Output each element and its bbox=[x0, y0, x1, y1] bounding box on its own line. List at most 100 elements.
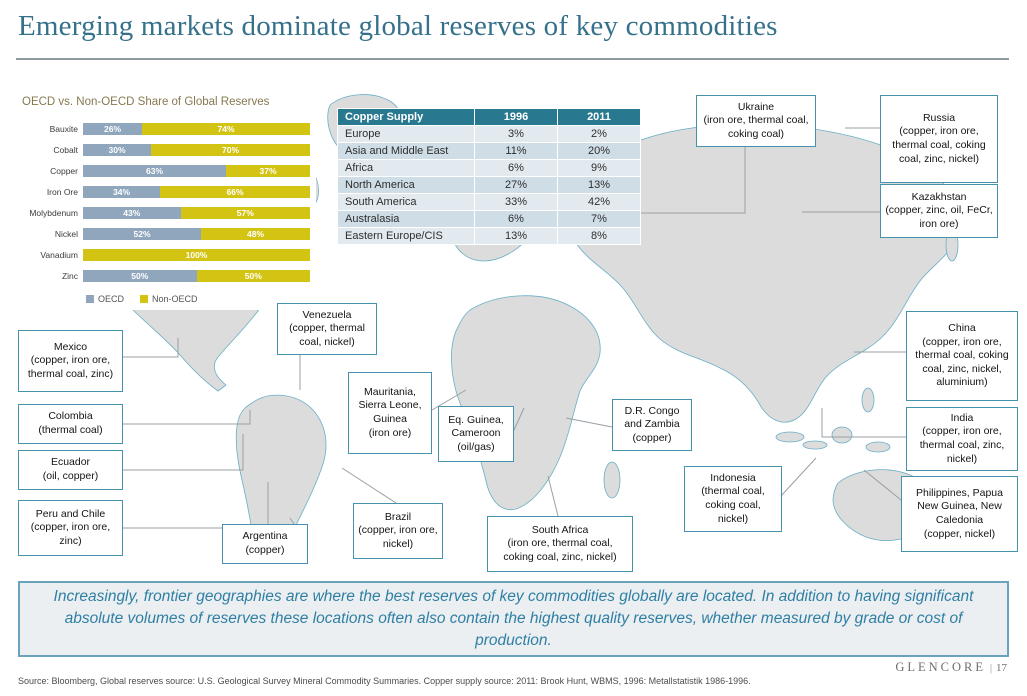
bar-row: Bauxite 26% 74% bbox=[20, 118, 310, 139]
callout-commodities: (copper, nickel) bbox=[923, 527, 996, 540]
bar-segment-non-oecd: 66% bbox=[160, 185, 310, 198]
table-row: Eastern Europe/CIS 13% 8% bbox=[337, 227, 641, 245]
table-row: Africa 6% 9% bbox=[337, 159, 641, 177]
bar-category-label: Zinc bbox=[61, 270, 78, 281]
island-new-guinea bbox=[865, 441, 891, 453]
callout-country-name: Brazil bbox=[384, 510, 412, 523]
island-borneo bbox=[831, 426, 853, 444]
bar-segment-oecd: 50% bbox=[83, 269, 197, 282]
bar-segment-non-oecd: 100% bbox=[83, 248, 310, 261]
legend-item: Non-OECD bbox=[140, 294, 198, 304]
callout-india: India (copper, iron ore, thermal coal, zi… bbox=[906, 407, 1018, 471]
table-value-cell: 6% bbox=[474, 210, 558, 228]
legend-swatch bbox=[86, 295, 94, 303]
callout-country-name: Argentina bbox=[242, 530, 288, 543]
callout-country-name: Colombia bbox=[48, 410, 93, 423]
table-region-cell: Europe bbox=[337, 125, 475, 143]
callout-philippines: Philippines, Papua New Guinea, New Caled… bbox=[901, 476, 1018, 552]
table-header-row: Copper Supply 1996 2011 bbox=[337, 108, 641, 126]
table-value-cell: 2% bbox=[557, 125, 641, 143]
bar-segment-oecd: 34% bbox=[83, 185, 161, 198]
callout-commodities: (copper, zinc, oil, FeCr, iron ore) bbox=[885, 204, 993, 230]
table-value-cell: 8% bbox=[557, 227, 641, 245]
callout-argentina: Argentina (copper) bbox=[222, 524, 308, 564]
island-philippines bbox=[861, 387, 875, 413]
bar-row: Molybdenum 43% 57% bbox=[20, 202, 310, 223]
bar-track: 63% 37% bbox=[83, 164, 310, 177]
callout-country-name: Eq. Guinea, Cameroon bbox=[448, 413, 504, 440]
page-title: Emerging markets dominate global reserve… bbox=[18, 10, 778, 42]
legend-label: Non-OECD bbox=[152, 294, 198, 304]
bar-segment-oecd: 63% bbox=[83, 164, 226, 177]
bar-segment-non-oecd: 48% bbox=[201, 227, 310, 240]
bar-row: Cobalt 30% 70% bbox=[20, 139, 310, 160]
callout-commodities: (copper, iron ore, thermal coal, coking … bbox=[892, 125, 986, 165]
callout-country-name: Kazakhstan bbox=[911, 190, 967, 203]
legend-swatch bbox=[140, 295, 149, 303]
bar-rows: Bauxite 26% 74% Cobalt 30% 70% Copper 63% 37% Iro… bbox=[20, 118, 310, 286]
callout-commodities: (iron ore, thermal coal, coking coal) bbox=[703, 114, 809, 140]
bar-category-label: Bauxite bbox=[49, 123, 78, 134]
reserves-bar-chart: OECD vs. Non-OECD Share of Global Reserv… bbox=[14, 90, 316, 310]
table-region-cell: Africa bbox=[337, 159, 475, 177]
callout-commodities: (copper, iron ore, zinc) bbox=[30, 521, 111, 547]
table-value-cell: 7% bbox=[557, 210, 641, 228]
callout-country-name: Mauritania, Sierra Leone, Guinea bbox=[358, 385, 422, 425]
table-region-cell: Australasia bbox=[337, 210, 475, 228]
callout-country-name: Ukraine bbox=[737, 100, 775, 113]
callout-peru-chile: Peru and Chile (copper, iron ore, zinc) bbox=[18, 500, 123, 556]
callout-country-name: Indonesia bbox=[710, 471, 756, 484]
bar-track: 50% 50% bbox=[83, 269, 310, 282]
table-value-cell: 42% bbox=[557, 193, 641, 211]
callout-mauritania: Mauritania, Sierra Leone, Guinea (iron or… bbox=[348, 372, 432, 454]
page-number: 17 bbox=[996, 662, 1007, 674]
callout-country-name: Russia bbox=[922, 111, 956, 124]
callout-commodities: (thermal coal) bbox=[38, 424, 103, 436]
summary-banner-text: Increasingly, frontier geographies are w… bbox=[53, 588, 974, 649]
bar-segment-non-oecd: 37% bbox=[226, 164, 310, 177]
brand-separator: | bbox=[989, 663, 992, 674]
callout-russia: Russia (copper, iron ore, thermal coal, c… bbox=[880, 95, 998, 183]
bar-track: 26% 74% bbox=[83, 122, 310, 135]
source-note: Source: Bloomberg, Global reserves sourc… bbox=[18, 676, 751, 686]
table-value-cell: 13% bbox=[557, 176, 641, 194]
continent-africa bbox=[451, 295, 601, 511]
callout-ukraine: Ukraine (iron ore, thermal coal, coking c… bbox=[696, 95, 816, 147]
bar-segment-oecd: 30% bbox=[83, 143, 152, 156]
callout-country-name: Venezuela bbox=[302, 308, 352, 321]
callout-country-name: China bbox=[948, 321, 976, 334]
table-row: North America 27% 13% bbox=[337, 176, 641, 194]
table-value-cell: 11% bbox=[474, 142, 558, 160]
callout-south-africa: South Africa (iron ore, thermal coal, cok… bbox=[487, 516, 633, 572]
callout-colombia: Colombia (thermal coal) bbox=[18, 404, 123, 444]
table-value-cell: 3% bbox=[474, 125, 558, 143]
bar-row: Vanadium 100% bbox=[20, 244, 310, 265]
bar-segment-oecd: 43% bbox=[83, 206, 181, 219]
callout-country-name: India bbox=[950, 411, 974, 424]
bar-row: Iron Ore 34% 66% bbox=[20, 181, 310, 202]
callout-commodities: (copper, thermal coal, nickel) bbox=[289, 322, 365, 348]
callout-commodities: (copper) bbox=[632, 431, 672, 444]
callout-venezuela: Venezuela (copper, thermal coal, nickel) bbox=[277, 303, 377, 355]
bar-segment-non-oecd: 70% bbox=[151, 143, 310, 156]
bar-track: 100% bbox=[83, 248, 310, 261]
legend-label: OECD bbox=[98, 294, 125, 304]
table-value-cell: 13% bbox=[474, 227, 558, 245]
glencore-logo: GLENCORE bbox=[895, 660, 986, 674]
callout-commodities: (copper, iron ore, thermal coal, zinc, n… bbox=[919, 425, 1005, 465]
bar-track: 30% 70% bbox=[83, 143, 310, 156]
bar-segment-oecd: 52% bbox=[83, 227, 202, 240]
callout-country-name: D.R. Congo and Zambia bbox=[624, 404, 680, 431]
callout-china: China (copper, iron ore, thermal coal, co… bbox=[906, 311, 1018, 401]
callout-drc-zambia: D.R. Congo and Zambia (copper) bbox=[612, 399, 692, 451]
table-row: South America 33% 42% bbox=[337, 193, 641, 211]
table-value-cell: 27% bbox=[474, 176, 558, 194]
bar-category-label: Nickel bbox=[54, 228, 78, 239]
table-header-cell: Copper Supply bbox=[337, 108, 475, 126]
callout-eq-guinea: Eq. Guinea, Cameroon (oil/gas) bbox=[438, 406, 514, 462]
bar-segment-non-oecd: 74% bbox=[142, 122, 310, 135]
bar-segment-oecd: 26% bbox=[83, 122, 143, 135]
table-value-cell: 6% bbox=[474, 159, 558, 177]
copper-table-body: Europe 3% 2% Asia and Middle East 11% 20% Afri… bbox=[337, 125, 641, 245]
